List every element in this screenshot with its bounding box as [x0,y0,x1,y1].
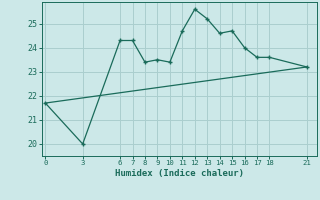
X-axis label: Humidex (Indice chaleur): Humidex (Indice chaleur) [115,169,244,178]
